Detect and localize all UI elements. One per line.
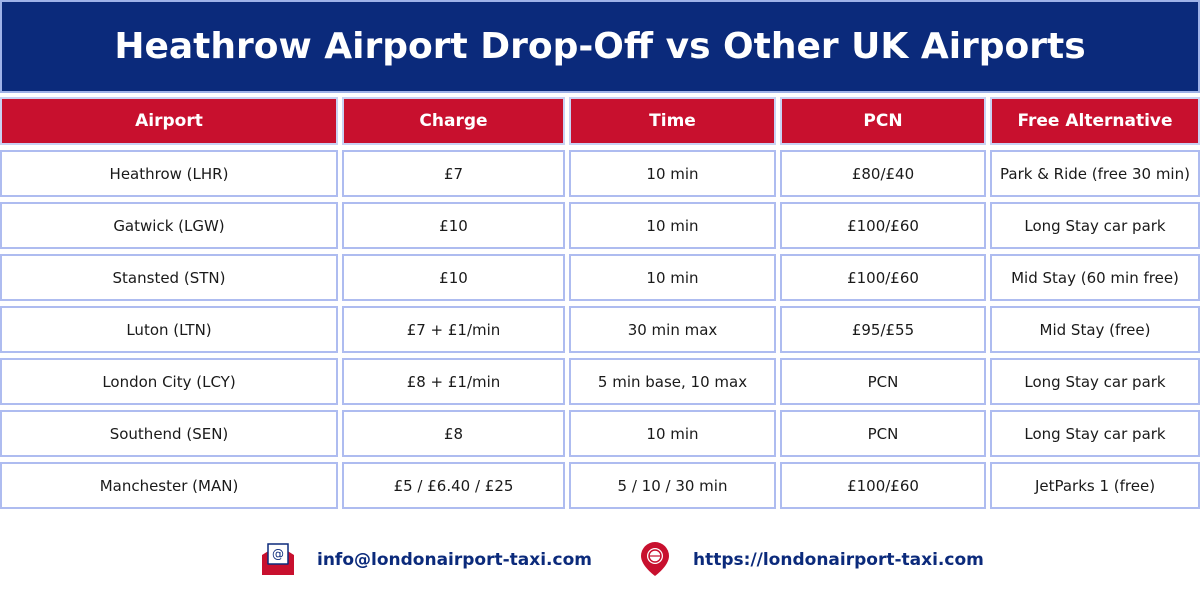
table-cell: £100/£60: [780, 202, 986, 249]
column-header: Airport: [0, 97, 338, 145]
table-cell: £8: [342, 410, 565, 457]
table-cell: Gatwick (LGW): [0, 202, 338, 249]
column-header: Time: [569, 97, 776, 145]
table-cell: £8 + £1/min: [342, 358, 565, 405]
table-cell: Long Stay car park: [990, 358, 1200, 405]
column-header: Charge: [342, 97, 565, 145]
table-cell: £10: [342, 202, 565, 249]
table-cell: Southend (SEN): [0, 410, 338, 457]
table-cell: £95/£55: [780, 306, 986, 353]
table-cell: Manchester (MAN): [0, 462, 338, 509]
title-banner: Heathrow Airport Drop-Off vs Other UK Ai…: [0, 0, 1200, 93]
table-cell: Stansted (STN): [0, 254, 338, 301]
column-header: PCN: [780, 97, 986, 145]
table-cell: Mid Stay (free): [990, 306, 1200, 353]
table-cell: Long Stay car park: [990, 410, 1200, 457]
table-cell: £10: [342, 254, 565, 301]
table-cell: £100/£60: [780, 254, 986, 301]
website: https://londonairport-taxi.com: [693, 550, 984, 570]
table-cell: Luton (LTN): [0, 306, 338, 353]
table-cell: PCN: [780, 358, 986, 405]
table-cell: 10 min: [569, 202, 776, 249]
svg-text:@: @: [272, 547, 284, 561]
table-cell: 5 / 10 / 30 min: [569, 462, 776, 509]
location-icon: [641, 542, 669, 576]
table-cell: Park & Ride (free 30 min): [990, 150, 1200, 197]
table-cell: PCN: [780, 410, 986, 457]
table-cell: £80/£40: [780, 150, 986, 197]
table-cell: London City (LCY): [0, 358, 338, 405]
table-cell: 10 min: [569, 410, 776, 457]
table-cell: £100/£60: [780, 462, 986, 509]
table-cell: Mid Stay (60 min free): [990, 254, 1200, 301]
title: Heathrow Airport Drop-Off vs Other UK Ai…: [114, 26, 1086, 67]
table-cell: 30 min max: [569, 306, 776, 353]
table-cell: 10 min: [569, 254, 776, 301]
comparison-table: Airport Charge Time PCN Free Alternative Heat…: [0, 97, 1200, 509]
table-cell: JetParks 1 (free): [990, 462, 1200, 509]
email-icon: @: [262, 543, 294, 575]
column-header: Free Alternative: [990, 97, 1200, 145]
table-cell: Heathrow (LHR): [0, 150, 338, 197]
table-cell: £7 + £1/min: [342, 306, 565, 353]
table-cell: £5 / £6.40 / £25: [342, 462, 565, 509]
table-cell: £7: [342, 150, 565, 197]
table-cell: 5 min base, 10 max: [569, 358, 776, 405]
table-cell: Long Stay car park: [990, 202, 1200, 249]
email: info@londonairport-taxi.com: [317, 550, 592, 570]
table-cell: 10 min: [569, 150, 776, 197]
